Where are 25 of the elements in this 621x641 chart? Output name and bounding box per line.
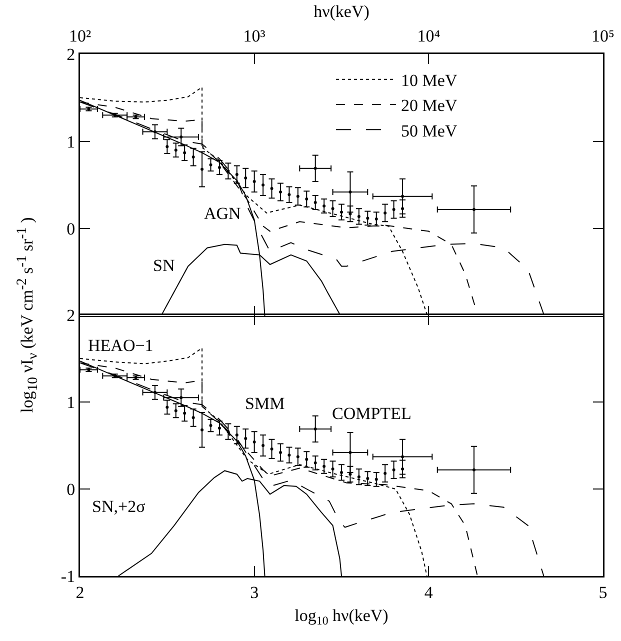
x-tick-label: 5	[598, 582, 608, 602]
y-tick-label: -1	[60, 566, 76, 586]
annotation: SN,+2σ	[92, 497, 146, 516]
annotation: AGN	[204, 204, 241, 223]
legend-label: 10 MeV	[401, 71, 458, 90]
x-tick-label: 4	[424, 582, 434, 602]
legend-label: 20 MeV	[401, 96, 458, 116]
x-tick-label: 3	[250, 582, 259, 602]
x2-axis-title: hν(keV)	[314, 2, 370, 22]
y-tick-label: 1	[66, 392, 76, 412]
annotation: SN	[153, 256, 175, 275]
x2-tick-label: 10⁴	[417, 26, 440, 46]
x-axis-title: log$_{10}$ hν(keV)	[294, 606, 388, 628]
x2-tick-label: 10⁵	[592, 26, 615, 46]
y-tick-label: 2	[66, 44, 76, 64]
y-tick-label: 0	[66, 480, 76, 499]
x2-tick-label: 10³	[243, 26, 266, 46]
annotation: HEAO−1	[88, 336, 154, 355]
legend-label: 50 MeV	[401, 121, 458, 140]
y-tick-label: 2	[66, 306, 76, 325]
annotation: COMPTEL	[332, 404, 412, 423]
annotation: SMM	[245, 394, 285, 413]
y-tick-label: 0	[66, 220, 76, 239]
x2-tick-label: 10²	[68, 26, 92, 46]
y-tick-label: 1	[66, 132, 76, 152]
